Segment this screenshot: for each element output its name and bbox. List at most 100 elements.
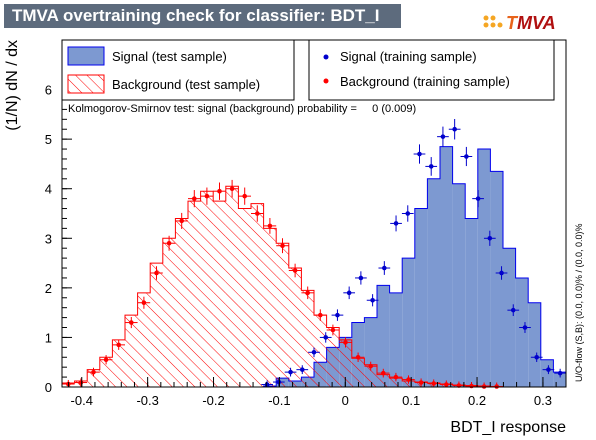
x-tick-label: 0.3	[534, 393, 552, 408]
background-training-point-series-point	[229, 186, 235, 192]
signal-test-histogram-bin	[465, 218, 478, 387]
signal-training-point-series-point	[311, 350, 317, 355]
y-tick-label: 5	[45, 132, 52, 147]
background-training-point-series-point	[204, 193, 210, 199]
background-test-histogram-bin	[137, 292, 151, 387]
background-training-point-series-point	[91, 369, 96, 375]
legend-signal-test-swatch	[67, 46, 105, 66]
background-test-histogram-bin	[238, 208, 251, 387]
background-test-histogram-bin	[351, 358, 365, 387]
legend-background-test-swatch	[67, 74, 105, 94]
x-tick-label: -0.3	[136, 393, 158, 408]
background-test-histogram-bin	[326, 327, 340, 387]
background-training-point-series-point	[129, 320, 134, 325]
signal-training-point-series-point	[276, 379, 282, 385]
background-training-point-series-point	[141, 300, 147, 306]
signal-training-point-series-point	[358, 275, 364, 281]
background-training-point-series-point	[217, 188, 222, 194]
background-test-histogram-bin	[402, 381, 415, 387]
logo-dots-icon	[483, 15, 503, 28]
x-tick-label: -0.4	[71, 393, 93, 408]
background-test-histogram-bin	[200, 191, 214, 387]
signal-training-point-series-point	[557, 370, 563, 376]
signal-test-histogram-bin	[389, 292, 403, 387]
background-test-histogram-bin	[87, 369, 100, 387]
signal-training-point-series-point	[323, 335, 329, 340]
background-test-histogram-bin	[288, 268, 302, 387]
y-tick-label: 0	[45, 380, 52, 395]
background-test-histogram-bin	[225, 186, 239, 387]
background-test-histogram-bin	[263, 228, 277, 387]
svg-text:TMVA: TMVA	[506, 13, 556, 33]
background-training-point-series-point	[305, 290, 311, 296]
signal-training-point-series-point	[288, 369, 293, 375]
signal-test-histogram-bin	[490, 171, 503, 387]
background-test-histogram-bin	[389, 378, 403, 387]
legend-right: Signal (training sample) Background (tra…	[308, 39, 555, 101]
background-training-point-series-point	[103, 357, 109, 363]
signal-training-point-series-point	[452, 126, 457, 132]
signal-training-point-series-point	[546, 367, 551, 372]
background-training-point-series-point	[179, 218, 184, 224]
background-test-histogram-bin	[276, 243, 289, 387]
background-training-point-series-point	[381, 370, 386, 376]
background-training-point-series-point	[166, 240, 172, 246]
background-test-histogram-bin	[150, 263, 163, 387]
background-test-histogram-bin	[339, 339, 352, 387]
background-training-point-series-point	[393, 374, 399, 380]
background-test-histogram-bin	[213, 201, 226, 387]
signal-training-point-series-point	[534, 354, 539, 360]
background-test-histogram-bin	[125, 315, 138, 387]
background-training-point-series-point	[368, 363, 374, 369]
background-test-histogram	[62, 185, 566, 387]
signal-test-histogram-bin	[515, 277, 529, 387]
background-training-point-series-point	[116, 342, 121, 348]
signal-training-point-series-point	[417, 151, 422, 157]
signal-training-point-series-point	[382, 265, 387, 271]
legend-left: Signal (test sample) Background (test sa…	[61, 39, 295, 101]
background-test-histogram-bin	[377, 374, 390, 387]
background-test-histogram-bin	[251, 203, 264, 387]
signal-training-point-series-point	[522, 325, 528, 330]
signal-training-point-series-point	[346, 290, 352, 296]
background-training-point-series-point	[418, 380, 424, 385]
tmva-logo: TMVA	[483, 13, 556, 33]
signal-test-histogram-bin	[377, 285, 390, 387]
background-test-histogram-bin	[175, 218, 188, 387]
background-training-point-series-point	[242, 193, 247, 199]
legend-background-training-marker	[323, 78, 329, 84]
background-training-point-series-point	[431, 381, 437, 386]
signal-training-point-series-point	[335, 312, 340, 318]
signal-test-histogram-bin	[402, 258, 415, 387]
background-test-histogram-bin	[364, 364, 377, 387]
background-training-point-series-point	[267, 223, 273, 229]
signal-training-point-series-point	[264, 382, 270, 387]
signal-training-point-series-point	[510, 307, 516, 313]
background-test-histogram-bin	[162, 238, 176, 387]
signal-training-point-series-point	[499, 270, 504, 276]
signal-test-histogram-outline	[62, 146, 566, 387]
x-tick-label: -0.1	[268, 393, 290, 408]
signal-training-point-series-point	[393, 221, 399, 226]
x-tick-label: 0.2	[468, 393, 486, 408]
legend-background-training-label: Background (training sample)	[340, 74, 510, 89]
background-training-point-series-point	[444, 382, 449, 387]
y-tick-label: 1	[45, 330, 52, 345]
signal-test-histogram-bin	[440, 146, 453, 387]
signal-test-histogram-bin	[528, 302, 541, 387]
signal-training-point-series-point	[299, 367, 305, 372]
y-tick-label: 2	[45, 281, 52, 296]
y-tick-label: 4	[45, 182, 52, 197]
signal-training-point-series	[261, 118, 566, 387]
background-training-point-series-point	[280, 243, 285, 249]
background-training-point-series-point	[355, 354, 361, 360]
x-tick-label: 0	[342, 393, 349, 408]
background-training-point-series-point	[406, 377, 411, 382]
background-training-point-series-point	[78, 380, 84, 385]
x-axis-label: BDT_I response	[450, 419, 566, 436]
background-training-point-series-point	[330, 327, 336, 333]
signal-test-histogram-bin	[540, 359, 554, 387]
signal-training-point-series-point	[370, 297, 375, 303]
background-training-point-series	[62, 179, 503, 389]
